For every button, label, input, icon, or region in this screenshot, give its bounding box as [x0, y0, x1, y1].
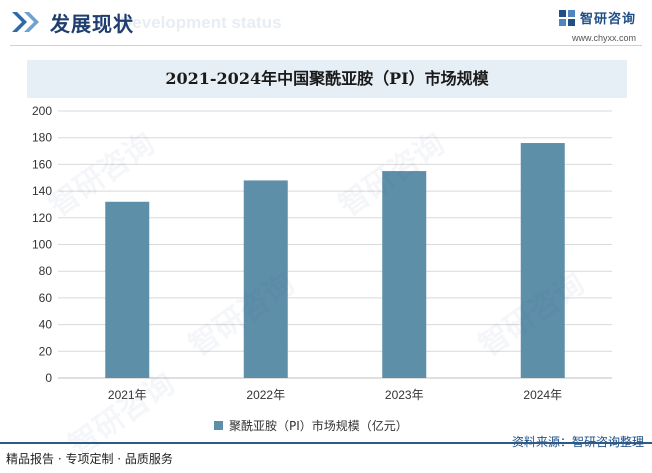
chart-title-band: [27, 60, 627, 98]
double-chevron-icon: [12, 12, 39, 32]
bar: [105, 201, 150, 378]
brand-logo-icon: [558, 9, 575, 26]
y-tick-label: 40: [39, 318, 53, 332]
brand: 智研咨询: [558, 8, 636, 27]
y-tick-label: 80: [39, 264, 53, 278]
y-tick-label: 200: [32, 104, 52, 118]
footer-divider: [0, 442, 652, 444]
y-tick-label: 140: [32, 184, 52, 198]
legend-swatch: [214, 421, 223, 430]
y-tick-label: 60: [39, 291, 53, 305]
section-title: 发展现状: [50, 12, 134, 36]
x-tick-label: 2024年: [523, 388, 562, 402]
x-tick-label: 2021年: [108, 388, 147, 402]
brand-url: www.chyxx.com: [571, 33, 636, 43]
y-tick-label: 120: [32, 211, 52, 225]
x-tick-label: 2023年: [385, 388, 424, 402]
y-tick-label: 160: [32, 157, 52, 171]
y-tick-label: 20: [39, 344, 53, 358]
bar: [243, 180, 288, 378]
bar: [520, 143, 565, 378]
brand-name: 智研咨询: [579, 12, 636, 27]
y-tick-label: 0: [45, 371, 52, 385]
footer-slogan: 精品报告 · 专项定制 · 品质服务: [6, 452, 173, 466]
x-tick-label: 2022年: [246, 388, 285, 402]
y-tick-label: 180: [32, 131, 52, 145]
y-tick-label: 100: [32, 238, 52, 252]
chart-title: 2021-2024年中国聚酰亚胺（PI）市场规模: [165, 69, 489, 88]
bar: [382, 171, 427, 378]
header-ghost-text: Development status: [120, 13, 282, 32]
legend-label: 聚酰亚胺（PI）市场规模（亿元）: [229, 418, 408, 433]
header-divider: [10, 45, 642, 46]
